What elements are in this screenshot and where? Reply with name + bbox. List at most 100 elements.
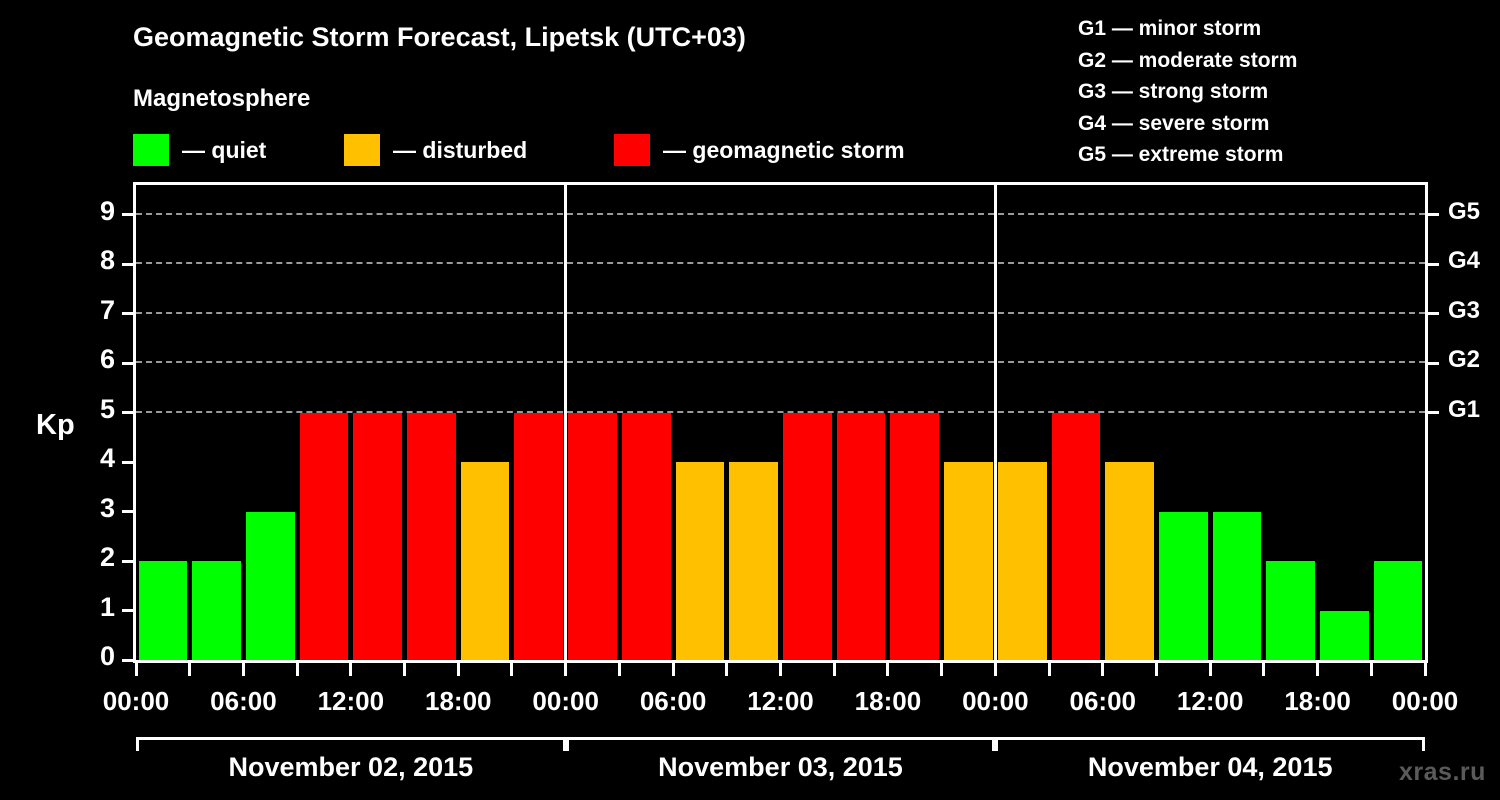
bar[interactable] <box>836 412 886 660</box>
right-axis-tick-g5 <box>1428 213 1439 217</box>
g-scale-line-g2: G2 — moderate storm <box>1078 48 1298 72</box>
x-axis-tick <box>993 663 997 676</box>
y-axis-tick-8 <box>122 262 133 266</box>
bar[interactable] <box>1266 561 1316 660</box>
bar[interactable] <box>514 412 564 660</box>
bar[interactable] <box>245 511 295 660</box>
x-axis-tick <box>564 663 568 676</box>
x-axis-tick <box>832 663 836 676</box>
day-caption-2: November 03, 2015 <box>658 752 903 782</box>
bar[interactable] <box>1212 511 1262 660</box>
page-title: Geomagnetic Storm Forecast, Lipetsk (UTC… <box>133 22 746 52</box>
y-axis-tick-label-6: 6 <box>99 344 115 375</box>
magnetosphere-label: Magnetosphere <box>133 85 311 112</box>
x-axis-label: 06:00 <box>210 686 277 716</box>
x-axis-label: 00:00 <box>962 686 1029 716</box>
gridline-kp-7 <box>136 311 1425 314</box>
y-axis-tick-7 <box>122 312 133 316</box>
gridline-kp-6 <box>136 361 1425 364</box>
g-scale-line-g4: G4 — severe storm <box>1078 111 1270 135</box>
x-axis-label: 12:00 <box>1176 686 1244 716</box>
day-divider-2 <box>993 185 997 660</box>
bar[interactable] <box>1105 462 1154 660</box>
y-axis-tick-label-4: 4 <box>99 443 115 474</box>
bar[interactable] <box>729 462 778 660</box>
g-scale-line-g3: G3 — strong storm <box>1078 80 1269 103</box>
x-axis-tick <box>134 663 138 676</box>
bar[interactable] <box>1051 412 1101 660</box>
bar[interactable] <box>299 412 349 660</box>
right-axis-tick-g4 <box>1428 262 1439 266</box>
legend-label-disturbed: — disturbed <box>393 137 528 163</box>
bar[interactable] <box>192 561 241 660</box>
x-axis-tick <box>725 663 729 676</box>
day-bracket-2 <box>565 737 996 751</box>
gridline-kp-9 <box>136 212 1425 215</box>
x-axis-label: 18:00 <box>854 686 922 716</box>
y-axis-tick-label-9: 9 <box>99 195 115 226</box>
g-scale-line-g1: G1 — minor storm <box>1078 17 1262 40</box>
right-axis-label-g2: G2 <box>1448 346 1481 374</box>
day-divider-1 <box>564 185 568 660</box>
bar[interactable] <box>1373 561 1423 660</box>
x-axis-tick <box>456 663 460 676</box>
gridline-kp-5 <box>136 410 1425 413</box>
y-axis-tick-1 <box>122 609 133 613</box>
g-scale-legend: G1 — minor storm G2 — moderate storm G3 … <box>1078 13 1297 171</box>
x-axis-tick <box>1101 663 1105 676</box>
x-axis-tick <box>886 663 890 676</box>
right-axis-tick-g2 <box>1428 361 1439 365</box>
x-axis-label: 12:00 <box>747 686 814 716</box>
y-axis-tick-label-1: 1 <box>99 591 115 622</box>
bar[interactable] <box>997 462 1047 660</box>
x-axis-tick <box>1208 663 1212 676</box>
right-axis-tick-g3 <box>1428 312 1439 316</box>
green-swatch-icon <box>133 134 169 166</box>
plot-area <box>133 182 1428 663</box>
y-axis-tick-9 <box>122 213 133 217</box>
bar[interactable] <box>1320 610 1369 660</box>
x-axis-label: 18:00 <box>425 686 492 716</box>
legend-item-disturbed: — disturbed <box>344 134 527 166</box>
bar[interactable] <box>675 462 725 660</box>
y-axis-tick-2 <box>122 559 133 563</box>
legend-label-quiet: — quiet <box>182 137 267 163</box>
right-axis-tick-g1 <box>1428 411 1439 415</box>
right-axis-label-g5: G5 <box>1448 197 1481 225</box>
y-axis-tick-label-3: 3 <box>99 492 115 523</box>
legend-label-storm: — geomagnetic storm <box>663 137 905 163</box>
bar[interactable] <box>890 412 940 660</box>
x-axis-tick <box>403 663 407 676</box>
y-axis-title: Kp <box>36 409 75 441</box>
y-axis-tick-4 <box>122 460 133 464</box>
bar[interactable] <box>1158 511 1208 660</box>
x-axis-tick <box>349 663 353 676</box>
bar[interactable] <box>407 412 456 660</box>
x-axis-label: 06:00 <box>639 686 707 716</box>
y-axis-tick-label-8: 8 <box>99 245 115 276</box>
day-bracket-1 <box>136 737 566 751</box>
bar[interactable] <box>944 462 993 660</box>
x-axis-tick <box>1047 663 1051 676</box>
x-axis-label: 18:00 <box>1284 686 1351 716</box>
bar[interactable] <box>621 412 671 660</box>
bar[interactable] <box>783 412 832 660</box>
bar[interactable] <box>568 412 617 660</box>
right-axis-label-g1: G1 <box>1448 395 1481 423</box>
bar[interactable] <box>138 561 188 660</box>
x-axis-label: 00:00 <box>102 686 170 716</box>
x-axis-tick <box>779 663 782 676</box>
bar[interactable] <box>353 412 403 660</box>
x-axis-tick <box>1423 663 1427 676</box>
right-axis-label-g4: G4 <box>1448 247 1481 275</box>
bar[interactable] <box>460 462 510 660</box>
orange-swatch-icon <box>344 134 380 166</box>
x-axis-tick <box>241 663 245 676</box>
x-axis-tick <box>1316 663 1320 676</box>
day-caption-3: November 04, 2015 <box>1087 752 1333 782</box>
y-axis-tick-5 <box>122 411 133 415</box>
y-axis-tick-label-2: 2 <box>99 542 115 573</box>
x-axis-tick <box>1154 663 1158 676</box>
legend-item-quiet: — quiet <box>133 134 266 166</box>
x-axis-label: 00:00 <box>1391 686 1459 716</box>
